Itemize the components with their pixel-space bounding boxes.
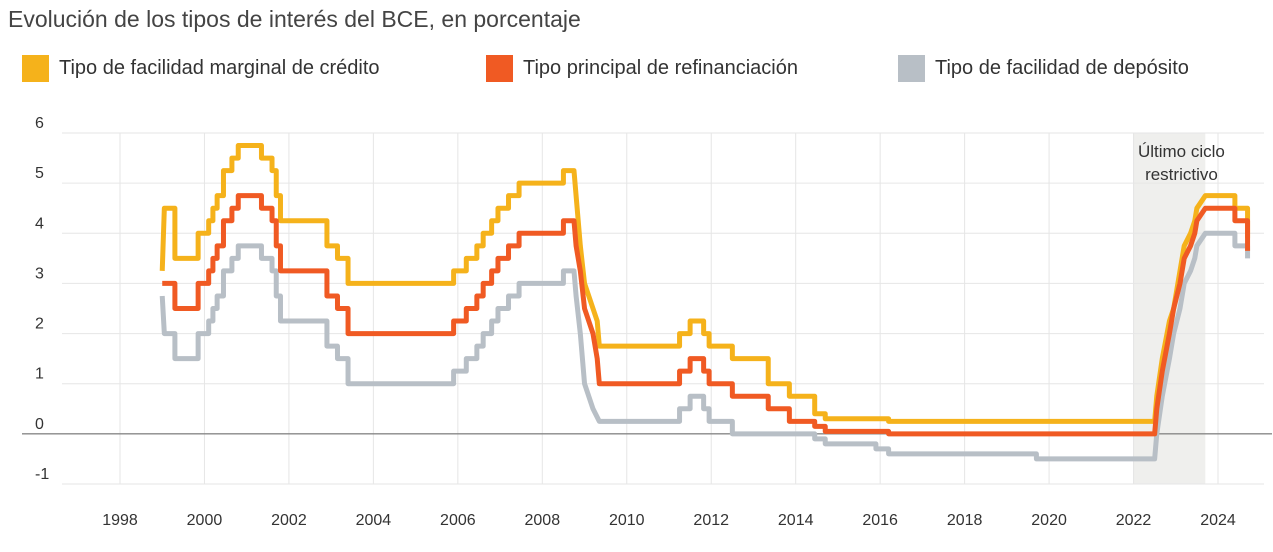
restrictive-cycle-band <box>1133 133 1206 484</box>
x-tick-label: 2008 <box>525 512 561 529</box>
legend-item-deposit-facility: Tipo de facilidad de depósito <box>898 55 1189 82</box>
legend-swatch-deposit-facility <box>898 55 925 82</box>
legend-item-main-refinancing: Tipo principal de refinanciación <box>486 55 798 82</box>
restrictive-cycle-annotation: restrictivo <box>1145 165 1218 184</box>
legend-item-marginal-lending: Tipo de facilidad marginal de crédito <box>22 55 380 82</box>
y-tick-label: 6 <box>35 115 44 132</box>
x-tick-label: 2014 <box>778 512 814 529</box>
legend-label-marginal-lending: Tipo de facilidad marginal de crédito <box>59 57 380 79</box>
y-tick-label: 5 <box>35 165 44 182</box>
y-tick-label: 2 <box>35 316 44 333</box>
y-tick-label: 3 <box>35 265 44 282</box>
y-tick-label: 0 <box>35 416 44 433</box>
x-tick-label: 2022 <box>1116 512 1152 529</box>
x-tick-label: 2010 <box>609 512 645 529</box>
x-tick-label: 2006 <box>440 512 476 529</box>
chart-title: Evolución de los tipos de interés del BC… <box>8 6 581 32</box>
x-tick-label: 2004 <box>356 512 392 529</box>
legend-swatch-main-refinancing <box>486 55 513 82</box>
x-tick-label: 2020 <box>1031 512 1067 529</box>
restrictive-cycle-annotation: Último ciclo <box>1138 142 1225 161</box>
y-tick-label: 1 <box>35 366 44 383</box>
legend: Tipo de facilidad marginal de crédito Ti… <box>22 55 1262 85</box>
x-tick-label: 2002 <box>271 512 307 529</box>
legend-label-deposit-facility: Tipo de facilidad de depósito <box>935 57 1189 79</box>
x-tick-label: 2012 <box>693 512 729 529</box>
y-tick-label: -1 <box>35 466 49 483</box>
series-marginal-lending-line <box>159 143 1251 424</box>
x-tick-label: 2016 <box>862 512 898 529</box>
x-tick-label: 1998 <box>102 512 138 529</box>
legend-label-main-refinancing: Tipo principal de refinanciación <box>523 57 798 79</box>
x-tick-label: 2024 <box>1200 512 1236 529</box>
y-tick-label: 4 <box>35 215 44 232</box>
legend-swatch-marginal-lending <box>22 55 49 82</box>
x-tick-label: 2018 <box>947 512 983 529</box>
series-deposit-facility-line <box>159 230 1251 462</box>
x-tick-label: 2000 <box>187 512 223 529</box>
series-main-refinancing-line <box>162 193 1251 437</box>
